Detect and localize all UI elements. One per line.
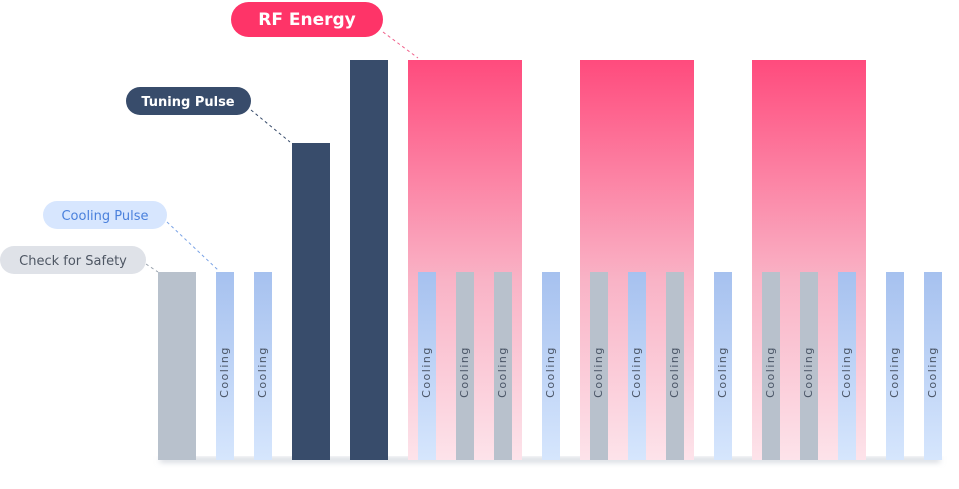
cooling-text: Cooling <box>840 346 853 398</box>
connector <box>382 31 419 59</box>
cooling-text: Cooling <box>802 346 815 398</box>
cooling-bar <box>800 272 818 460</box>
cooling-bar <box>254 272 272 460</box>
cooling-text: Cooling <box>256 346 269 398</box>
cooling-text: Cooling <box>630 346 643 398</box>
cooling-text: Cooling <box>544 346 557 398</box>
cooling-text: Cooling <box>716 346 729 398</box>
cooling-bar <box>762 272 780 460</box>
cooling-text: Cooling <box>420 346 433 398</box>
cooling-bar <box>714 272 732 460</box>
safety-callout <box>0 246 146 274</box>
cooling-text: Cooling <box>668 346 681 398</box>
cooling-bars: Cooling Cooling Cooling Cooling Cooling Cooli… <box>216 272 942 460</box>
tuning-label: Tuning Pulse <box>141 95 234 110</box>
tuning-bar <box>350 60 388 460</box>
cooling-bar <box>886 272 904 460</box>
cooling-label: Cooling Pulse <box>61 209 148 224</box>
cooling-callout <box>43 201 167 229</box>
cooling-bar <box>418 272 436 460</box>
safety-label: Check for Safety <box>19 254 127 269</box>
cooling-bar <box>494 272 512 460</box>
rf-label: RF Energy <box>258 10 356 30</box>
cooling-text: Cooling <box>218 346 231 398</box>
cooling-bar <box>542 272 560 460</box>
connector <box>250 109 291 143</box>
cooling-bar <box>590 272 608 460</box>
cooling-bar <box>628 272 646 460</box>
cooling-bar <box>666 272 684 460</box>
cooling-text: Cooling <box>764 346 777 398</box>
rf-callout <box>231 2 383 37</box>
cooling-text: Cooling <box>592 346 605 398</box>
cooling-bar <box>216 272 234 460</box>
cooling-bar <box>456 272 474 460</box>
connector <box>145 263 159 273</box>
cooling-bar <box>924 272 942 460</box>
connector <box>166 221 219 271</box>
cooling-text: Cooling <box>888 346 901 398</box>
cooling-text: Cooling <box>458 346 471 398</box>
safety-bar <box>158 272 196 460</box>
cooling-text: Cooling <box>926 346 939 398</box>
cooling-bar <box>838 272 856 460</box>
tuning-callout <box>126 87 251 115</box>
cooling-text: Cooling <box>496 346 509 398</box>
tuning-bar <box>292 143 330 460</box>
